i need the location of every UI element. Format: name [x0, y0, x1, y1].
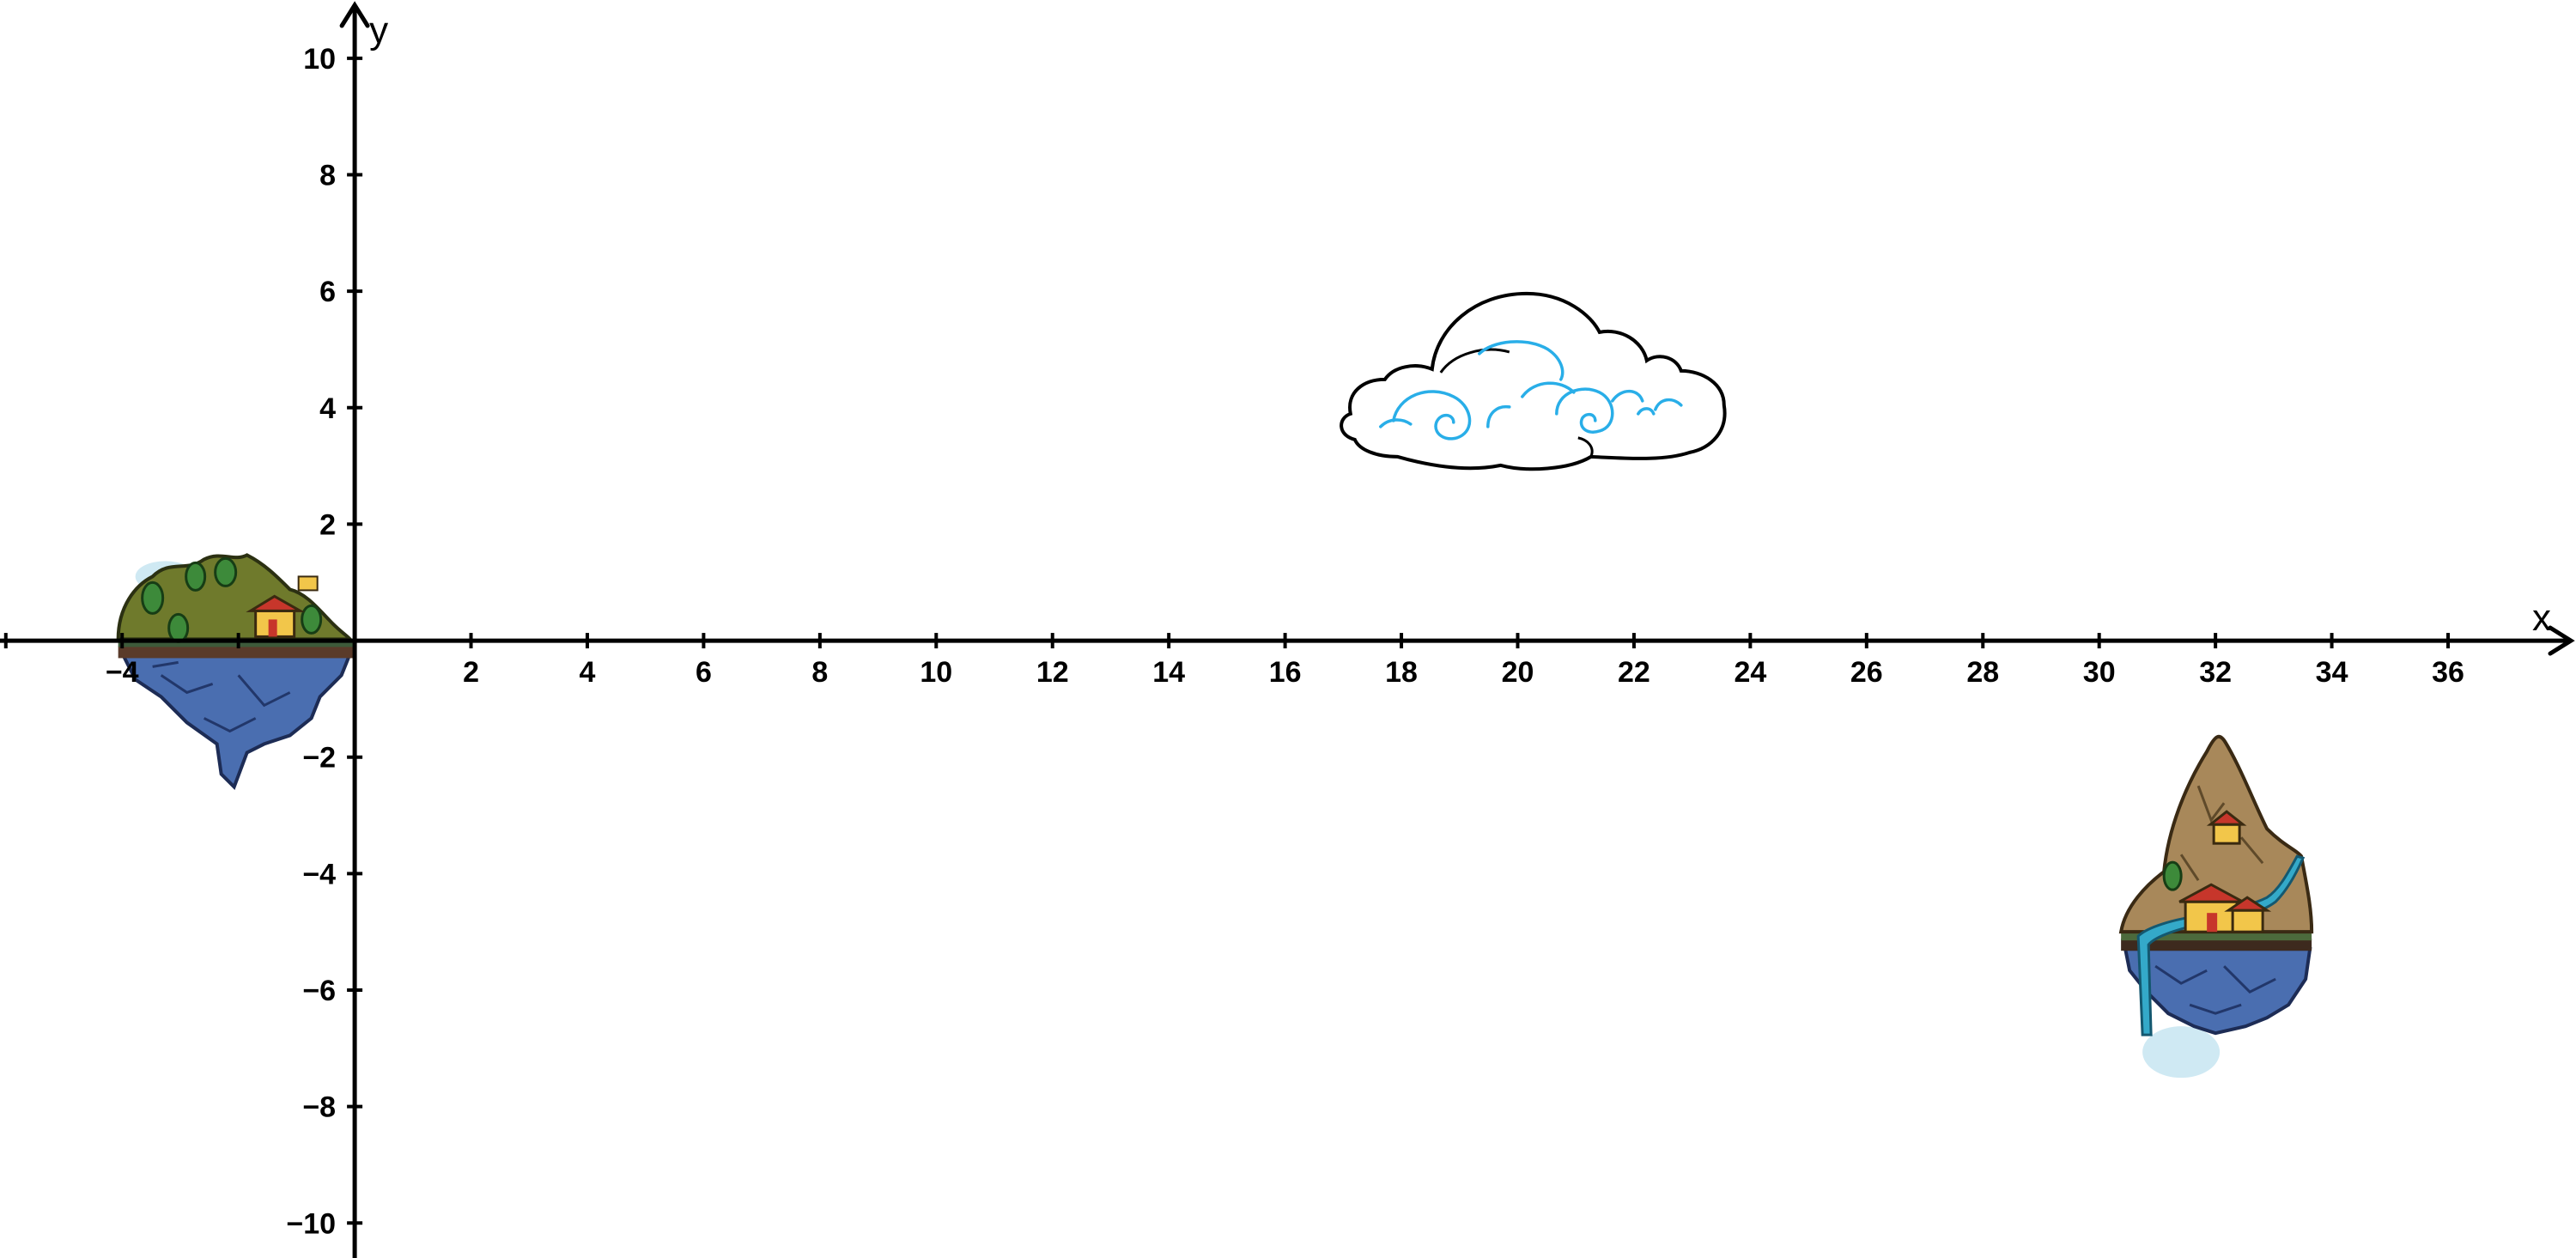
y-tick-label: −2: [302, 742, 336, 775]
x-tick-label: 14: [1152, 656, 1185, 689]
rocky-floating-island-icon: [2119, 734, 2314, 1080]
x-tick-label: 34: [2316, 656, 2348, 689]
x-tick-label: 24: [1734, 656, 1766, 689]
cloud: [1340, 291, 1727, 471]
cloud-icon: [1340, 291, 1727, 471]
y-tick-label: −6: [302, 975, 336, 1007]
x-tick-label: 12: [1036, 656, 1069, 689]
ticks-layer: −4 2 4 6 8 10 12 14 16 18 20 22 24 26 28 30 32 34 36108642…: [3, 43, 2464, 1240]
y-tick-label: −4: [302, 858, 336, 890]
x-tick-label: 8: [811, 656, 828, 689]
y-tick-label: 10: [303, 43, 336, 76]
y-tick-label: −8: [302, 1091, 336, 1124]
x-axis-label: x: [2532, 597, 2551, 639]
x-tick-label: −4: [106, 656, 139, 689]
x-tick-label: 18: [1385, 656, 1418, 689]
x-tick-label: 30: [2083, 656, 2116, 689]
y-tick-label: 6: [319, 276, 336, 308]
x-tick-label: 28: [1966, 656, 1999, 689]
x-tick-label: 4: [580, 656, 596, 689]
y-tick-label: 4: [319, 392, 336, 425]
y-tick-label: 2: [319, 508, 336, 541]
y-axis-label: y: [369, 9, 388, 52]
x-tick-label: 10: [920, 656, 952, 689]
x-tick-label: 26: [1850, 656, 1883, 689]
x-tick-label: 16: [1269, 656, 1302, 689]
y-axis-arrow: [339, 1, 370, 28]
y-tick-label: −10: [286, 1207, 336, 1240]
y-tick-label: 8: [319, 159, 336, 191]
floating-island-right: [2119, 734, 2314, 1080]
x-tick-label: 6: [696, 656, 712, 689]
x-tick-label: 32: [2199, 656, 2232, 689]
x-tick-label: 36: [2432, 656, 2464, 689]
x-axis-arrow: [2548, 625, 2575, 656]
x-tick-label: 20: [1502, 656, 1534, 689]
x-tick-label: 2: [463, 656, 479, 689]
x-tick-label: 22: [1618, 656, 1650, 689]
